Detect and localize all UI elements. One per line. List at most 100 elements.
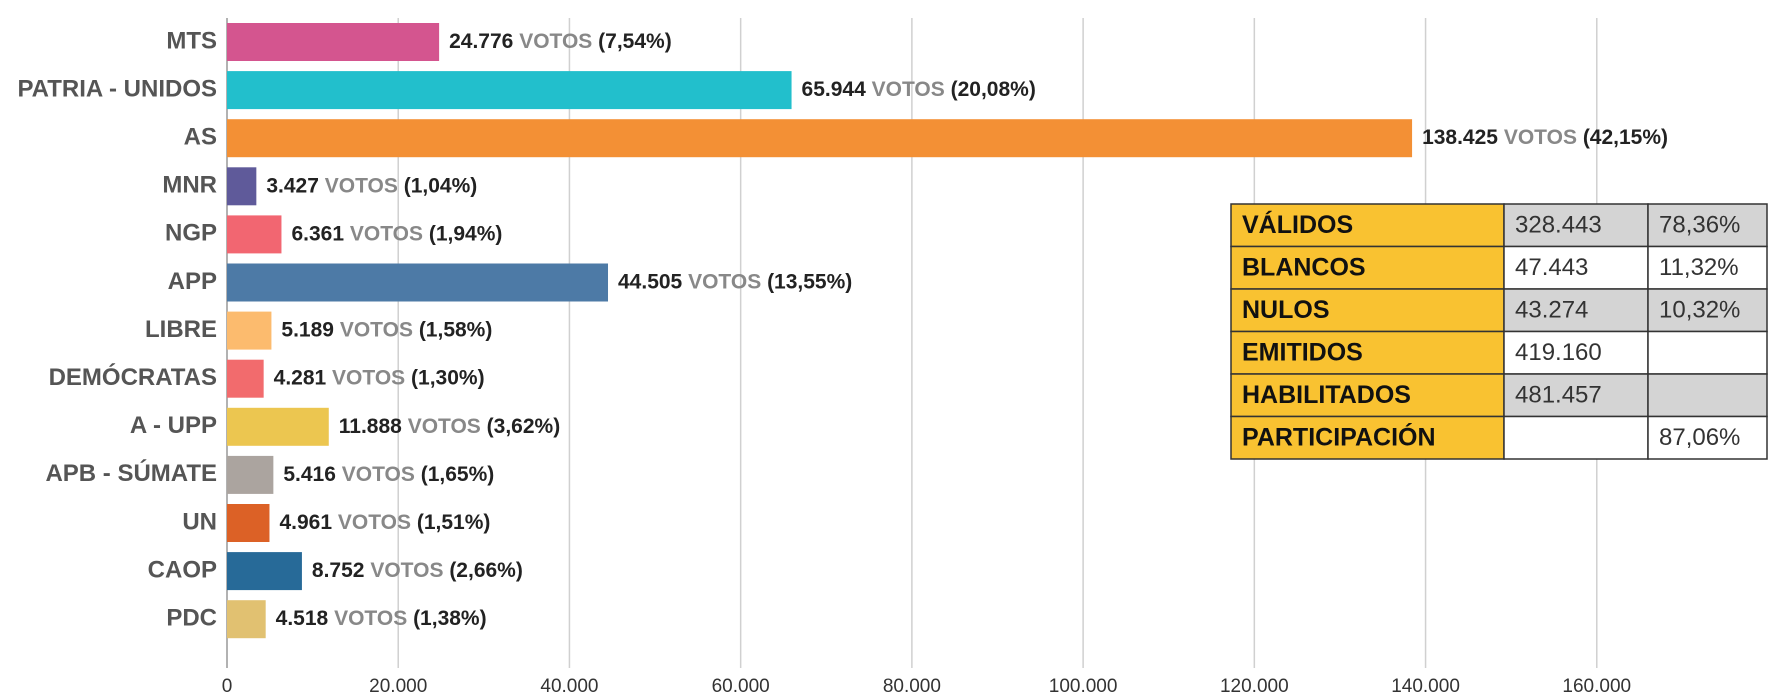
x-tick-label: 60.000 (712, 676, 770, 697)
bar (227, 263, 609, 302)
bar (227, 215, 282, 254)
row-header: PARTICIPACIÓN (1242, 421, 1436, 451)
percent-label: (1,30%) (411, 366, 485, 389)
value-label: 44.505 (618, 270, 683, 293)
value-label: 11.888 (339, 414, 402, 437)
table-cell (1230, 288, 1505, 333)
category-label: MNR (162, 172, 217, 199)
bar (227, 23, 440, 61)
x-tick-label: 20.000 (369, 676, 427, 697)
data-label: 65.944 VOTOS (20,08%) (802, 78, 1036, 101)
percent-label: (13,55%) (767, 270, 852, 293)
row-header: NULOS (1242, 296, 1330, 324)
table-cell (1503, 330, 1649, 375)
data-label: 11.888 VOTOS (3,62%) (339, 414, 560, 437)
cell-text: 47.443 (1515, 254, 1588, 281)
cell-text: 43.274 (1515, 297, 1588, 324)
percent-label: (3,62%) (487, 414, 561, 437)
data-label: 4.961 VOTOS (1,51%) (279, 511, 490, 534)
category-label: APP (168, 268, 217, 295)
cell-text: 87,06% (1659, 424, 1740, 451)
data-label: 6.361 VOTOS (1,94%) (291, 222, 502, 245)
unit-label: VOTOS (325, 174, 398, 197)
bar (227, 359, 264, 398)
x-tick-label: 120.000 (1220, 676, 1289, 697)
cell-text: 419.160 (1515, 339, 1602, 366)
table-cell (1503, 415, 1649, 460)
unit-label: VOTOS (408, 414, 481, 437)
value-label: 3.427 (266, 174, 319, 197)
percent-label: (1,51%) (417, 511, 491, 534)
unit-label: VOTOS (342, 462, 415, 485)
bar (227, 600, 266, 639)
category-label: APB - SÚMATE (45, 459, 217, 487)
unit-label: VOTOS (350, 222, 423, 245)
value-label: 8.752 (312, 559, 365, 582)
unit-label: VOTOS (688, 270, 761, 293)
unit-label: VOTOS (872, 78, 945, 101)
data-label: 138.425 VOTOS (42,15%) (1422, 126, 1668, 149)
unit-label: VOTOS (1504, 126, 1577, 149)
x-tick-label: 80.000 (883, 676, 941, 697)
unit-label: VOTOS (334, 607, 407, 630)
percent-label: (1,65%) (421, 462, 495, 485)
value-label: 5.189 (281, 318, 334, 341)
x-tick-label: 40.000 (540, 676, 598, 697)
value-label: 5.416 (283, 462, 336, 485)
data-label: 5.189 VOTOS (1,58%) (281, 318, 492, 341)
data-label: 24.776 VOTOS (7,54%) (449, 30, 672, 53)
table-cell (1647, 415, 1768, 460)
x-tick-label: 160.000 (1562, 676, 1631, 697)
x-tick-label: 100.000 (1049, 676, 1118, 697)
category-label: PDC (166, 605, 217, 632)
percent-label: (2,66%) (449, 559, 523, 582)
bar (227, 167, 257, 206)
percent-label: (42,15%) (1583, 126, 1668, 149)
cell-text: 481.457 (1515, 382, 1602, 409)
cell-text: 11,32% (1659, 254, 1739, 281)
category-label: NGP (165, 220, 217, 247)
value-label: 4.281 (274, 366, 327, 389)
bar (227, 407, 329, 446)
unit-label: VOTOS (332, 366, 405, 389)
bar (227, 552, 302, 591)
table-cell (1647, 330, 1768, 375)
cell-text: 78,36% (1659, 212, 1740, 239)
value-label: 138.425 (1422, 126, 1498, 149)
category-label: AS (184, 124, 217, 151)
table-cell (1647, 373, 1768, 418)
table-cell (1503, 288, 1649, 333)
percent-label: (7,54%) (598, 30, 672, 53)
row-header: HABILITADOS (1242, 381, 1411, 409)
value-label: 4.961 (279, 511, 332, 534)
data-label: 44.505 VOTOS (13,55%) (618, 270, 852, 293)
data-label: 5.416 VOTOS (1,65%) (283, 462, 494, 485)
category-label: MTS (166, 27, 217, 54)
cell-text: 10,32% (1659, 297, 1740, 324)
category-label: A - UPP (130, 412, 217, 439)
bar (227, 504, 270, 542)
unit-label: VOTOS (370, 559, 443, 582)
bar (227, 455, 274, 494)
data-label: 8.752 VOTOS (2,66%) (312, 559, 523, 582)
data-label: 4.281 VOTOS (1,30%) (274, 366, 485, 389)
category-label: CAOP (148, 556, 217, 583)
bar (227, 311, 272, 350)
value-label: 24.776 (449, 30, 513, 53)
bar (227, 71, 792, 110)
category-label: UN (182, 508, 217, 535)
category-label: DEMÓCRATAS (49, 363, 217, 391)
value-label: 65.944 (802, 78, 867, 101)
unit-label: VOTOS (519, 30, 592, 53)
row-header: VÁLIDOS (1242, 210, 1353, 239)
value-label: 6.361 (291, 222, 344, 245)
table-cell (1503, 373, 1649, 418)
unit-label: VOTOS (340, 318, 413, 341)
percent-label: (1,58%) (419, 318, 493, 341)
cell-text: 328.443 (1515, 212, 1602, 239)
data-label: 3.427 VOTOS (1,04%) (266, 174, 477, 197)
table-cell (1647, 288, 1768, 333)
row-header: EMITIDOS (1242, 338, 1363, 366)
percent-label: (1,04%) (404, 174, 478, 197)
